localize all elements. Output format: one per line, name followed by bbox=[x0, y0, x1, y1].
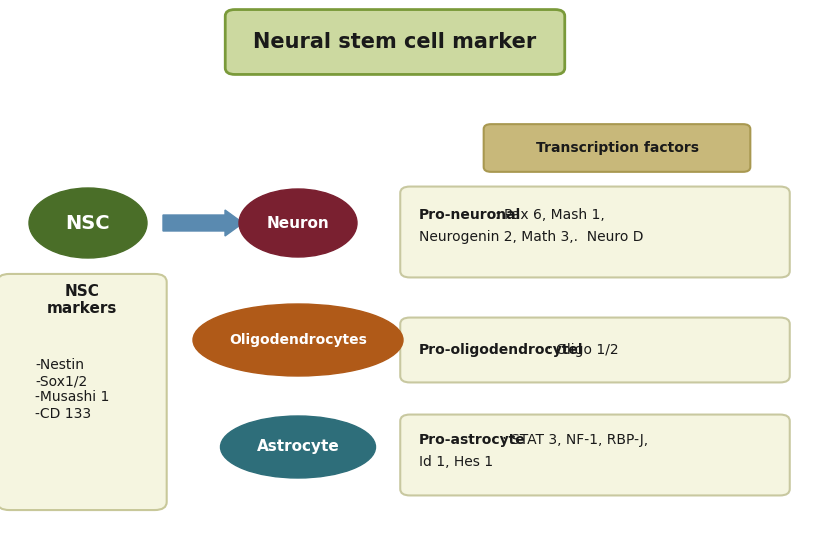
Text: : Oligo 1/2: : Oligo 1/2 bbox=[547, 343, 619, 357]
FancyBboxPatch shape bbox=[400, 317, 789, 382]
Text: Id 1, Hes 1: Id 1, Hes 1 bbox=[419, 455, 493, 469]
Text: NSC
markers: NSC markers bbox=[47, 284, 117, 316]
Text: : Pax 6, Mash 1,: : Pax 6, Mash 1, bbox=[495, 208, 605, 222]
Text: : STAT 3, NF-1, RBP-J,: : STAT 3, NF-1, RBP-J, bbox=[502, 433, 648, 447]
Ellipse shape bbox=[239, 189, 357, 257]
Text: Transcription factors: Transcription factors bbox=[536, 141, 698, 155]
Text: Neurogenin 2, Math 3,.  Neuro D: Neurogenin 2, Math 3,. Neuro D bbox=[419, 230, 644, 244]
Text: Oligodendrocytes: Oligodendrocytes bbox=[229, 333, 367, 347]
Ellipse shape bbox=[29, 188, 147, 258]
FancyBboxPatch shape bbox=[484, 124, 750, 172]
Text: NSC: NSC bbox=[66, 214, 111, 233]
FancyBboxPatch shape bbox=[400, 415, 789, 496]
Text: Astrocyte: Astrocyte bbox=[257, 439, 339, 454]
Text: -Nestin
-Sox1/2
-Musashi 1
-CD 133: -Nestin -Sox1/2 -Musashi 1 -CD 133 bbox=[35, 358, 110, 420]
Ellipse shape bbox=[220, 416, 376, 478]
FancyBboxPatch shape bbox=[0, 274, 167, 510]
Text: Pro-astrocyte: Pro-astrocyte bbox=[419, 433, 526, 447]
Text: Pro-oligodendrocytel: Pro-oligodendrocytel bbox=[419, 343, 584, 357]
Text: Neuron: Neuron bbox=[267, 215, 329, 230]
FancyArrow shape bbox=[163, 210, 243, 236]
FancyBboxPatch shape bbox=[400, 186, 789, 278]
Text: Neural stem cell marker: Neural stem cell marker bbox=[254, 32, 537, 52]
Ellipse shape bbox=[193, 304, 403, 376]
FancyBboxPatch shape bbox=[225, 10, 565, 75]
Text: Pro-neuronal: Pro-neuronal bbox=[419, 208, 521, 222]
